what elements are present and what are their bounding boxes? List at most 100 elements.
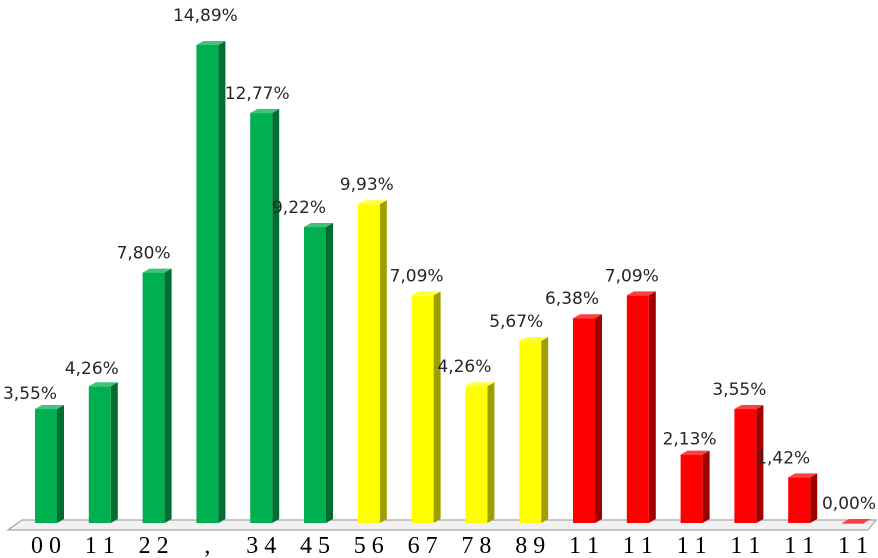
data-label: 2,13%: [663, 430, 717, 450]
bar-side: [595, 314, 602, 523]
bar-side: [756, 405, 764, 523]
bar-front: [680, 454, 703, 523]
data-labels-group: 3,55% 4,26% 7,80% 14,89% 12,77% 9,22% 9,93% 7,0…: [3, 6, 876, 514]
bar-top: [142, 268, 172, 273]
bar-0: [35, 405, 64, 523]
bar-side: [541, 336, 549, 523]
data-label: 9,93%: [340, 175, 394, 195]
bar-8: [465, 382, 495, 523]
bar-4: [250, 109, 280, 524]
bar-side: [218, 41, 226, 523]
bar-front: [626, 295, 649, 523]
bar-front: [788, 477, 811, 523]
category-tick-label: ,: [204, 533, 210, 558]
bar-side: [379, 200, 387, 524]
bar-1: [88, 382, 118, 523]
bar-side: [702, 450, 710, 523]
bar-top: [842, 519, 871, 523]
bar-front: [734, 409, 757, 523]
category-tick-label: 0 0: [31, 533, 61, 558]
category-tick-label: 1 1: [85, 533, 115, 558]
bar-top: [519, 336, 549, 341]
category-tick-label: 3 4: [246, 533, 276, 558]
bar-top: [411, 291, 441, 296]
category-tick-label: 1 1: [838, 533, 868, 558]
data-label: 12,77%: [225, 84, 290, 104]
category-tick-label: 7 8: [461, 533, 491, 558]
bar-front: [357, 204, 380, 524]
bar-top: [734, 405, 764, 410]
data-label: 9,22%: [272, 198, 326, 218]
data-label: 14,89%: [173, 6, 238, 26]
category-tick-label: 1 1: [730, 533, 760, 558]
bar-front: [88, 386, 111, 523]
category-tick-label: 5 6: [354, 533, 384, 558]
data-label: 4,26%: [437, 357, 491, 377]
bar-11: [626, 291, 656, 523]
bar-top: [196, 41, 226, 45]
data-label: 7,09%: [605, 266, 659, 286]
bar-side: [272, 109, 280, 524]
bar-front: [35, 409, 57, 523]
bar-6: [357, 200, 387, 524]
bar-side: [648, 291, 656, 523]
bar-side: [57, 405, 64, 523]
bar-top: [357, 200, 387, 205]
category-tick-label: 2 2: [139, 533, 169, 558]
bar-front: [196, 45, 219, 523]
category-tick-label: 1 1: [677, 533, 707, 558]
bar-3: [196, 41, 226, 523]
category-tick-label: 1 1: [569, 533, 599, 558]
data-label: 3,55%: [712, 380, 766, 400]
bar-5: [304, 223, 333, 523]
bar-side: [110, 382, 118, 523]
bar-7: [411, 291, 441, 523]
bar-front: [842, 523, 864, 524]
data-label: 5,67%: [489, 312, 543, 332]
category-tick-label: 4 5: [300, 533, 330, 558]
bar-front: [519, 340, 542, 523]
category-tick-label: 6 7: [408, 533, 438, 558]
bar-side: [810, 473, 818, 523]
data-label: 7,09%: [390, 266, 444, 286]
bar-14: [788, 473, 818, 523]
category-tick-label: 1 1: [623, 533, 653, 558]
chart-floor: [6, 519, 878, 531]
bar-front: [142, 272, 165, 523]
bar-front: [250, 113, 273, 524]
data-label: 3,55%: [3, 384, 57, 404]
bar-side: [487, 382, 495, 523]
bar-12: [680, 450, 710, 523]
data-label: 4,26%: [65, 359, 119, 379]
category-tick-label: 1 1: [784, 533, 814, 558]
bars-group: [35, 41, 871, 524]
bar-top: [788, 473, 818, 478]
bar-side: [433, 291, 441, 523]
bar-top: [250, 109, 280, 114]
bar-top: [304, 223, 333, 228]
bar-13: [734, 405, 764, 523]
bar-9: [519, 336, 549, 523]
bar-top: [680, 450, 710, 455]
bar-top: [573, 314, 602, 319]
bar-top: [626, 291, 656, 296]
bar-2: [142, 268, 172, 523]
data-label: 6,38%: [545, 289, 599, 309]
data-label: 0,00%: [822, 494, 876, 514]
bar-side: [326, 223, 333, 523]
bar-top: [465, 382, 495, 387]
bar-10: [573, 314, 602, 523]
bar-top: [35, 405, 64, 410]
floor-plane: [6, 519, 878, 531]
bar-front: [573, 318, 595, 523]
tick-labels-group: 0 0 1 1 2 2, 3 4 4 5 5 6 6 7 7 8 8 9 1 1 1 1 1 1 1 1…: [31, 533, 868, 558]
category-tick-label: 8 9: [515, 533, 545, 558]
bar-top: [88, 382, 118, 387]
bar-front: [304, 227, 326, 523]
data-label: 1,42%: [756, 448, 810, 468]
bar-front: [411, 295, 434, 523]
bar-15: [842, 519, 871, 524]
bar-front: [465, 386, 488, 523]
bar-side: [164, 268, 172, 523]
